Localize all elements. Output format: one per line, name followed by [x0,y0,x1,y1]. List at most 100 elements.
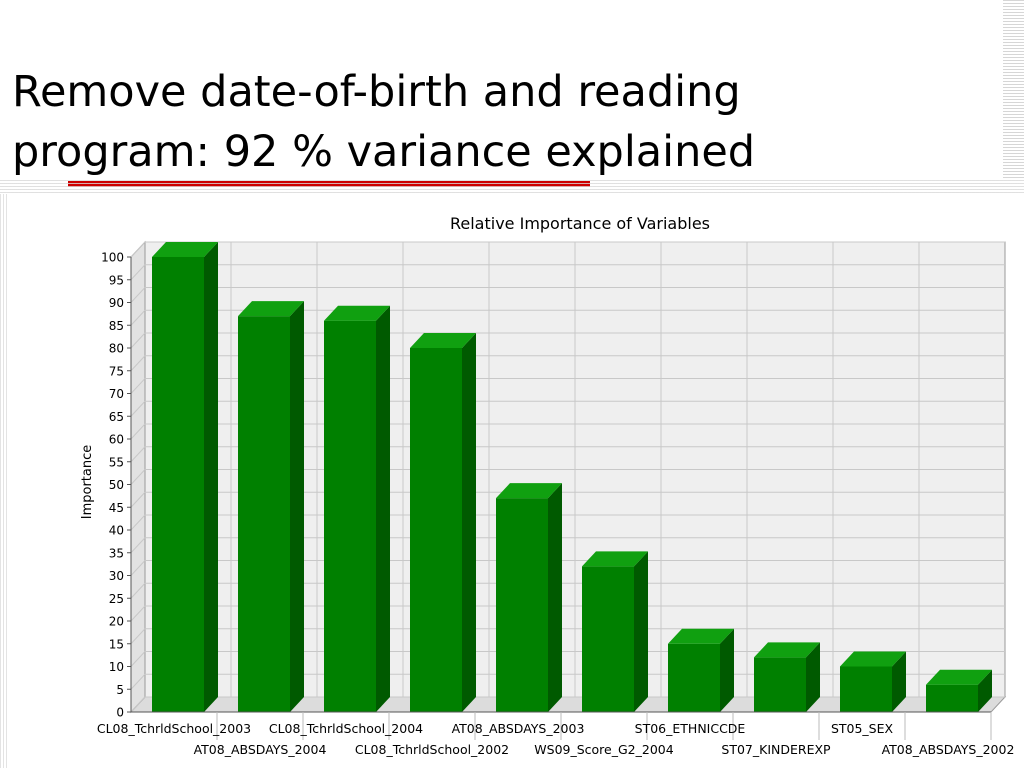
bar [840,651,906,712]
x-tick-label: AT08_ABSDAYS_2003 [452,721,585,736]
bar-top [926,669,992,685]
y-axis-ticks: 0 5 10 15 20 25 30 35 40 45 50 55 60 65 70 75 80 85 90 95 10… [101,251,132,720]
x-tick-label: ST05_SEX [831,721,894,736]
y-tick-label: 85 [109,319,124,333]
chart-bars [152,242,992,712]
grid-line-wall [130,378,146,394]
x-tick-label: WS09_Score_G2_2004 [534,742,673,757]
bar-side [978,669,992,712]
grid-line-wall [130,605,146,622]
bar-top [582,551,648,567]
grid-line-wall [130,264,146,281]
x-axis-ticks: CL08_TchrldSchool_2003 AT08_ABSDAYS_2004 C… [97,711,1015,757]
y-tick-label: 60 [109,433,124,447]
x-tick-label: CL08_TchrldSchool_2004 [269,721,423,736]
bar-side [548,483,562,712]
slide-title-line-1: Remove date-of-birth and reading [12,67,741,117]
bar-side [462,333,476,712]
chart-title: Relative Importance of Variables [450,214,710,233]
bar [152,242,218,712]
y-tick-label: 100 [101,251,124,265]
bar [582,551,648,712]
bar-side [290,301,304,712]
y-tick-label: 70 [109,387,124,401]
grid-line-wall [130,309,146,326]
grid-line-wall [130,491,146,508]
y-tick-label: 45 [109,501,124,515]
bar [410,333,476,712]
x-tick-label: CL08_TchrldSchool_2002 [355,742,509,757]
slide-title: Remove date-of-birth and reading program… [12,62,952,182]
bar-top [840,651,906,667]
y-tick-label: 65 [109,410,124,424]
y-tick-label: 75 [109,364,124,378]
x-tick-label: ST07_KINDEREXP [721,742,831,757]
bar-front [152,257,204,712]
x-tick-label: ST06_ETHNICCDE [635,721,746,736]
grid-line-wall [130,469,146,485]
grid-line-wall [130,628,146,645]
bar-front [582,566,634,712]
y-tick-label: 5 [116,683,124,697]
grid-line-wall [130,537,146,554]
bar-side [204,242,218,712]
bar-front [410,348,462,712]
y-tick-label: 0 [116,706,124,720]
bar-side [892,651,906,712]
bar [324,305,390,712]
grid-line-wall [130,355,146,372]
bar-side [634,551,648,712]
grid-line-wall [130,651,146,667]
grid-line-wall [130,696,146,713]
bar-side [806,642,820,712]
bar-top [324,305,390,321]
y-tick-label: 10 [109,660,124,674]
x-tick-label: AT08_ABSDAYS_2002 [882,742,1015,757]
decorative-right-lines [1003,0,1024,180]
grid-line-wall [130,241,146,258]
bar-front [238,316,290,712]
grid-line-wall [130,423,146,440]
bar-top [238,301,304,317]
bar-front [754,657,806,712]
x-tick-label: CL08_TchrldSchool_2003 [97,721,251,736]
y-tick-label: 50 [109,478,124,492]
bar-front [324,320,376,712]
y-tick-label: 55 [109,455,124,469]
y-tick-label: 90 [109,296,124,310]
decorative-horizontal-lines [0,180,1024,194]
bar-top [668,628,734,644]
bar-top [410,333,476,348]
bar-side [376,305,390,712]
x-tick-label: AT08_ABSDAYS_2004 [194,742,327,757]
y-tick-label: 25 [109,592,124,606]
y-tick-label: 35 [109,546,124,560]
grid-line-wall [130,400,146,417]
y-tick-label: 95 [109,273,124,287]
grid-line-wall [130,582,146,599]
slide-title-line-2: program: 92 % variance explained [12,127,756,177]
decorative-left-lines [0,194,9,768]
bar [926,669,992,712]
y-axis-label: Importance [80,445,95,520]
bar-top [496,483,562,499]
grid-line-wall [130,514,146,531]
y-tick-label: 15 [109,637,124,651]
bar [496,483,562,712]
grid-line-wall [130,560,146,576]
y-tick-label: 80 [109,342,124,356]
y-tick-label: 40 [109,524,124,538]
y-tick-label: 20 [109,615,124,629]
bar [238,301,304,712]
bar-top [152,242,218,257]
bar-side [720,628,734,712]
bar-front [668,643,720,712]
bar-front [496,498,548,712]
bar-front [926,684,978,712]
grid-line-wall [130,287,146,303]
bar [668,628,734,712]
grid-line-wall [130,446,146,463]
bar-front [840,666,892,712]
grid-line-wall [130,673,146,690]
